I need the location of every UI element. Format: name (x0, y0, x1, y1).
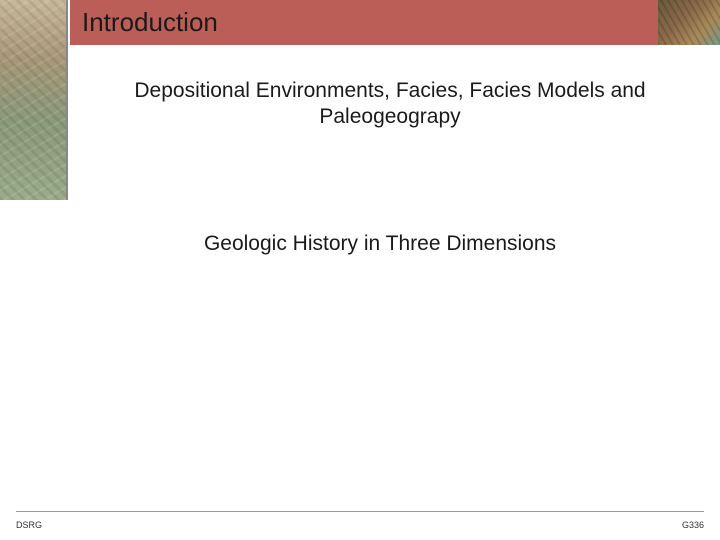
side-geology-image (0, 0, 68, 200)
footer-left-label: DSRG (16, 520, 42, 530)
heading-block: Depositional Environments, Facies, Facie… (120, 78, 660, 131)
heading-text: Depositional Environments, Facies, Facie… (120, 78, 660, 131)
footer-divider (16, 511, 704, 512)
footer-right-label: G336 (682, 520, 704, 530)
subheading-text: Geologic History in Three Dimensions (100, 232, 660, 256)
corner-geology-image (658, 0, 720, 45)
subheading-block: Geologic History in Three Dimensions (100, 232, 660, 256)
header-bar: Introduction (70, 0, 720, 45)
slide-title: Introduction (82, 7, 218, 38)
